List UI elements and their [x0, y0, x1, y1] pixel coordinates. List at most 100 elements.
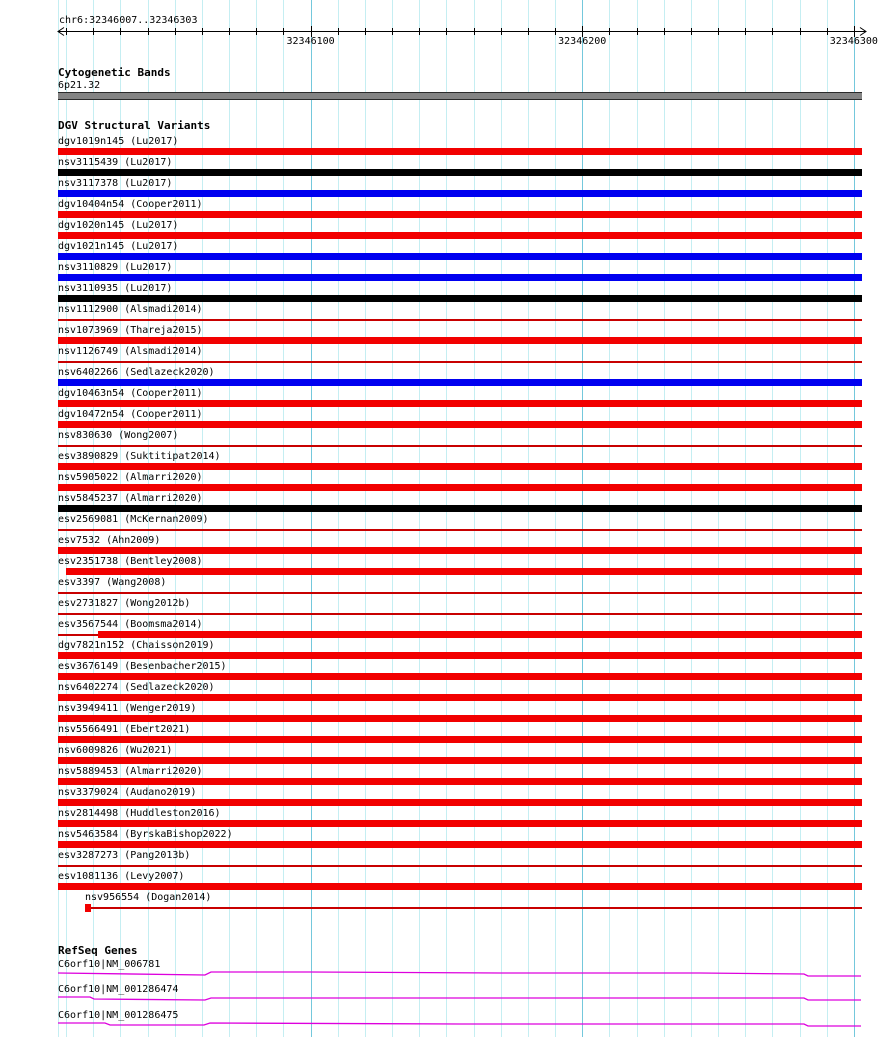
variant-label: nsv1112900 (Alsmadi2014) [58, 304, 203, 315]
variant-bar [58, 736, 862, 743]
variant-bar [58, 169, 862, 176]
dgv-variant-feature[interactable]: nsv6009826 (Wu2021) [0, 745, 890, 766]
variant-label: esv2569081 (McKernan2009) [58, 514, 209, 525]
dgv-variant-feature[interactable]: esv3287273 (Pang2013b) [0, 850, 890, 871]
variant-label: nsv5889453 (Almarri2020) [58, 766, 203, 777]
variant-bar [58, 211, 862, 218]
variant-bar [58, 673, 862, 680]
variant-label: dgv1019n145 (Lu2017) [58, 136, 179, 147]
variant-label: esv2351738 (Bentley2008) [58, 556, 203, 567]
dgv-variant-feature[interactable]: nsv3117378 (Lu2017) [0, 178, 890, 199]
dgv-variant-feature[interactable]: nsv5845237 (Almarri2020) [0, 493, 890, 514]
ruler-tick-label: 32346300 [829, 36, 878, 47]
variant-label: nsv3110935 (Lu2017) [58, 283, 173, 294]
dgv-variant-feature[interactable]: esv3397 (Wang2008) [0, 577, 890, 598]
dgv-variant-feature[interactable]: esv2731827 (Wong2012b) [0, 598, 890, 619]
variant-bar [58, 652, 862, 659]
variant-label: esv3890829 (Suktitipat2014) [58, 451, 221, 462]
gene-label: C6orf10|NM_006781 [58, 959, 161, 970]
variant-label: nsv3117378 (Lu2017) [58, 178, 173, 189]
dgv-variant-feature[interactable]: dgv10463n54 (Cooper2011) [0, 388, 890, 409]
variant-bar [58, 379, 862, 386]
dgv-variant-feature[interactable]: nsv1073969 (Thareja2015) [0, 325, 890, 346]
dgv-variant-feature[interactable]: dgv1021n145 (Lu2017) [0, 241, 890, 262]
dgv-variant-feature[interactable]: dgv10472n54 (Cooper2011) [0, 409, 890, 430]
ruler-arrowhead [859, 27, 867, 36]
gene-intron-line[interactable] [57, 971, 861, 977]
dgv-variant-feature[interactable]: esv7532 (Ahn2009) [0, 535, 890, 556]
variant-label: nsv5566491 (Ebert2021) [58, 724, 191, 735]
variant-bar [58, 232, 862, 239]
section-title-dgv: DGV Structural Variants [58, 119, 211, 132]
variant-label: nsv6402266 (Sedlazeck2020) [58, 367, 215, 378]
dgv-variant-feature[interactable]: nsv5463584 (ByrskaBishop2022) [0, 829, 890, 850]
ruler-tick-label: 32346200 [558, 36, 607, 47]
dgv-variant-feature[interactable]: nsv6402274 (Sedlazeck2020) [0, 682, 890, 703]
dgv-variant-feature[interactable]: dgv1020n145 (Lu2017) [0, 220, 890, 241]
dgv-variant-feature[interactable]: esv3676149 (Besenbacher2015) [0, 661, 890, 682]
dgv-variant-feature[interactable]: nsv830630 (Wong2007) [0, 430, 890, 451]
variant-label: nsv5905022 (Almarri2020) [58, 472, 203, 483]
variant-label: dgv1021n145 (Lu2017) [58, 241, 179, 252]
gene-intron-line[interactable] [58, 996, 861, 1001]
variant-bar [58, 715, 862, 722]
dgv-variant-feature[interactable]: nsv3115439 (Lu2017) [0, 157, 890, 178]
variant-label: esv2731827 (Wong2012b) [58, 598, 191, 609]
variant-label: nsv3949411 (Wenger2019) [58, 703, 197, 714]
variant-bar [58, 484, 862, 491]
dgv-variant-feature[interactable]: nsv3110935 (Lu2017) [0, 283, 890, 304]
variant-bar [58, 547, 862, 554]
dgv-variant-feature[interactable]: nsv3949411 (Wenger2019) [0, 703, 890, 724]
variant-label: nsv3379024 (Audano2019) [58, 787, 197, 798]
variant-line [58, 361, 862, 363]
dgv-variant-feature[interactable]: nsv5566491 (Ebert2021) [0, 724, 890, 745]
dgv-variant-feature[interactable]: dgv7821n152 (Chaisson2019) [0, 640, 890, 661]
dgv-variant-feature[interactable]: esv3567544 (Boomsma2014) [0, 619, 890, 640]
variant-line [58, 865, 862, 867]
dgv-variant-feature[interactable]: nsv5889453 (Almarri2020) [0, 766, 890, 787]
variant-label: nsv1126749 (Alsmadi2014) [58, 346, 203, 357]
variant-label: nsv3115439 (Lu2017) [58, 157, 173, 168]
variant-bar [58, 883, 862, 890]
dgv-variant-feature[interactable]: dgv1019n145 (Lu2017) [0, 136, 890, 157]
dgv-variant-feature[interactable]: nsv6402266 (Sedlazeck2020) [0, 367, 890, 388]
cytoband-bar[interactable] [58, 92, 862, 100]
variant-bar [58, 190, 862, 197]
variant-bar [98, 631, 862, 638]
variant-bar [58, 694, 862, 701]
variant-bar [58, 337, 862, 344]
variant-bar [66, 568, 862, 575]
ruler-tick-label: 32346100 [286, 36, 335, 47]
dgv-variant-feature[interactable]: esv1081136 (Levy2007) [0, 871, 890, 892]
variant-bar [58, 841, 862, 848]
variant-bar [58, 463, 862, 470]
dgv-variant-feature[interactable]: nsv956554 (Dogan2014) [0, 892, 890, 913]
variant-bar [58, 778, 862, 785]
variant-bar [58, 421, 862, 428]
gene-label: C6orf10|NM_001286475 [58, 1010, 179, 1021]
dgv-variant-feature[interactable]: esv3890829 (Suktitipat2014) [0, 451, 890, 472]
dgv-variant-feature[interactable]: dgv10404n54 (Cooper2011) [0, 199, 890, 220]
variant-label: esv1081136 (Levy2007) [58, 871, 185, 882]
dgv-variant-feature[interactable]: nsv3110829 (Lu2017) [0, 262, 890, 283]
dgv-variant-feature[interactable]: esv2569081 (McKernan2009) [0, 514, 890, 535]
dgv-variant-feature[interactable]: nsv3379024 (Audano2019) [0, 787, 890, 808]
variant-line [58, 634, 98, 636]
dgv-variant-feature[interactable]: nsv2814498 (Huddleston2016) [0, 808, 890, 829]
variant-label: esv3397 (Wang2008) [58, 577, 167, 588]
variant-bar [58, 505, 862, 512]
variant-bar [58, 274, 862, 281]
variant-label: nsv6402274 (Sedlazeck2020) [58, 682, 215, 693]
variant-bar [58, 820, 862, 827]
variant-label: nsv1073969 (Thareja2015) [58, 325, 203, 336]
variant-label: nsv3110829 (Lu2017) [58, 262, 173, 273]
gene-intron-line[interactable] [58, 1022, 861, 1027]
dgv-variant-feature[interactable]: nsv1112900 (Alsmadi2014) [0, 304, 890, 325]
dgv-variant-feature[interactable]: nsv1126749 (Alsmadi2014) [0, 346, 890, 367]
dgv-variant-feature[interactable]: nsv5905022 (Almarri2020) [0, 472, 890, 493]
section-title-refseq: RefSeq Genes [58, 944, 138, 957]
variant-label: esv7532 (Ahn2009) [58, 535, 161, 546]
variant-label: nsv830630 (Wong2007) [58, 430, 179, 441]
dgv-variant-feature[interactable]: esv2351738 (Bentley2008) [0, 556, 890, 577]
